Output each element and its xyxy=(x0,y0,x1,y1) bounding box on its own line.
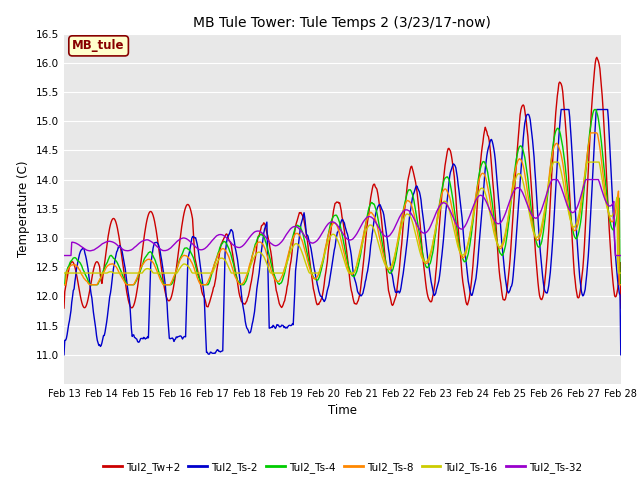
Title: MB Tule Tower: Tule Temps 2 (3/23/17-now): MB Tule Tower: Tule Temps 2 (3/23/17-now… xyxy=(193,16,492,30)
X-axis label: Time: Time xyxy=(328,405,357,418)
Y-axis label: Temperature (C): Temperature (C) xyxy=(17,160,30,257)
Text: MB_tule: MB_tule xyxy=(72,39,125,52)
Legend: Tul2_Tw+2, Tul2_Ts-2, Tul2_Ts-4, Tul2_Ts-8, Tul2_Ts-16, Tul2_Ts-32: Tul2_Tw+2, Tul2_Ts-2, Tul2_Ts-4, Tul2_Ts… xyxy=(99,457,586,477)
